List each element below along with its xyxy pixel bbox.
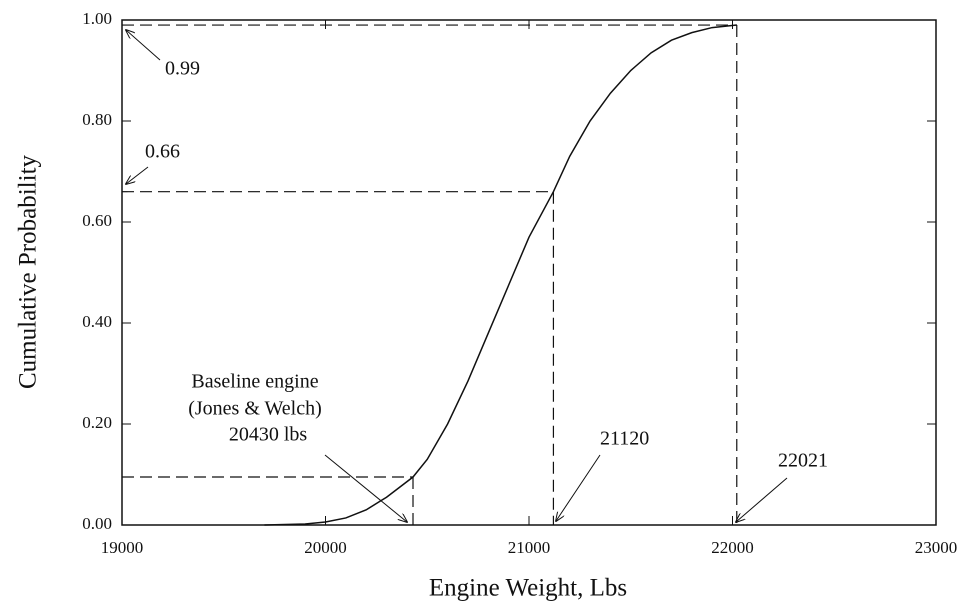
x-tick-label: 22000 <box>711 538 754 557</box>
arrow <box>126 166 149 184</box>
y-tick-label: 0.00 <box>82 514 112 533</box>
x-tick-label: 19000 <box>101 538 144 557</box>
annotation: Baseline engine <box>191 371 318 393</box>
annotation: 0.66 <box>145 141 180 163</box>
annotation: 0.99 <box>165 58 200 80</box>
y-tick-label: 0.20 <box>82 413 112 432</box>
annotation: 21120 <box>600 428 649 450</box>
y-tick-label: 0.40 <box>82 312 112 331</box>
y-axis-title: Cumulative Probability <box>15 154 42 389</box>
annotation: 22021 <box>778 450 828 472</box>
y-tick-label: 1.00 <box>82 9 112 28</box>
x-tick-label: 23000 <box>915 538 958 557</box>
y-tick-label: 0.80 <box>82 110 112 129</box>
y-tick-label: 0.60 <box>82 211 112 230</box>
arrow <box>556 454 601 521</box>
annotation: 20430 lbs <box>229 424 308 446</box>
annotation: (Jones & Welch) <box>188 398 322 420</box>
arrow <box>126 30 161 61</box>
arrow <box>736 477 788 522</box>
x-tick-label: 20000 <box>304 538 347 557</box>
arrow <box>324 454 407 522</box>
cdf-line <box>264 24 737 526</box>
x-axis-title: Engine Weight, Lbs <box>429 575 627 602</box>
x-tick-label: 21000 <box>508 538 551 557</box>
